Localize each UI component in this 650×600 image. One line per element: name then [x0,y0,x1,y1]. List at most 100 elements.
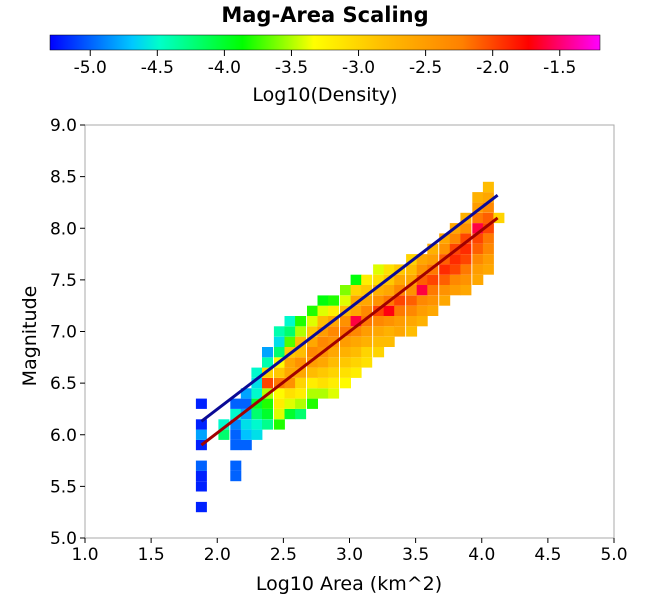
heatmap-cell [328,378,340,389]
heatmap-cell [482,181,494,193]
heatmap-cell [317,388,329,399]
colorbar-tick-label: -2.5 [409,58,442,78]
y-tick-label: 5.0 [50,529,77,549]
heatmap-cell [340,367,351,378]
heatmap-cell [350,326,362,337]
heatmap-cell [406,326,418,337]
colorbar-tick-label: -3.0 [342,58,375,78]
heatmap-cell [230,408,242,420]
heatmap-cell [307,326,318,337]
heatmap-cell [328,357,340,368]
heatmap-cell [295,408,307,420]
heatmap-cell [416,285,428,296]
y-axis-ticks: 5.0 5.5 6.0 6.5 7.0 7.5 8.0 8.5 9.0 [50,116,85,549]
heatmap-cell [340,295,351,306]
heatmap-cell [416,264,428,275]
colorbar-ticks: -5.0 -4.5 -4.0 -3.5 -3.0 -2.5 -2.0 -1.5 [74,50,576,78]
heatmap-cell [406,305,418,316]
heatmap-cell [340,336,351,347]
x-tick-label: 2.0 [204,545,231,565]
heatmap-cell [317,326,329,337]
heatmap-cell [427,274,439,285]
y-tick-label: 6.5 [50,374,77,394]
heatmap-cell [427,254,439,265]
x-tick-label: 3.0 [336,545,363,565]
heatmap-cell [273,398,285,409]
heatmap-cell [449,285,461,296]
heatmap-cell [273,388,285,399]
heatmap-cell [195,501,207,513]
heatmap-cell [307,305,318,316]
heatmap-cell [394,316,406,327]
heatmap-cell [317,295,329,306]
heatmap-cell [416,316,428,327]
heatmap-cell [472,192,484,203]
heatmap-cell [284,336,296,347]
heatmap-cell [350,357,362,368]
heatmap-cell [472,264,484,275]
heatmap-cell [317,316,329,327]
heatmap-cell [350,274,362,285]
y-tick-label: 7.5 [50,271,77,291]
heatmap-cell [262,357,273,368]
x-tick-label: 1.5 [138,545,165,565]
heatmap-cell [195,481,207,492]
heatmap-cell [416,254,428,265]
heatmap-cell [439,274,451,285]
heatmap-cell [295,357,307,368]
heatmap-cell [218,429,230,440]
heatmap-cell [472,233,484,244]
heatmap-cell [373,316,385,327]
heatmap-cell [394,295,406,306]
heatmap-cell [439,243,451,254]
heatmap-cell [295,378,307,389]
heatmap-cell [251,388,263,399]
heatmap-cell [394,274,406,285]
heatmap-cell [416,305,428,316]
heatmap-cell [307,336,318,347]
heatmap-cell [427,305,439,316]
heatmap-cell [406,285,418,296]
heatmap-cell [273,367,285,378]
heatmap-cell [383,264,395,275]
heatmap-cell [427,295,439,306]
heatmap-cell [482,192,494,203]
heatmap-cell [251,378,263,389]
heatmap-cell [350,285,362,296]
heatmap-cell [195,419,207,430]
heatmap-cell [482,254,494,265]
heatmap-cell [307,388,318,399]
heatmap-cell [472,274,484,285]
heatmap-cell [406,295,418,306]
heatmap-cell [350,305,362,316]
heatmap-cell [361,357,373,368]
y-tick-label: 9.0 [50,116,77,136]
heatmap-cell [307,357,318,368]
y-tick-label: 7.0 [50,323,77,343]
heatmap-cell [472,202,484,213]
heatmap-cell [416,274,428,285]
heatmap-cell [383,336,395,347]
heatmap-cell [427,243,439,254]
x-tick-label: 3.5 [402,545,429,565]
heatmap-cell [482,202,494,213]
heatmap-cell [295,336,307,347]
heatmap-cell [273,347,285,358]
heatmap-cell [383,316,395,327]
heatmap-cell [307,316,318,327]
heatmap-cell [406,264,418,275]
x-tick-label: 2.5 [270,545,297,565]
heatmap-cell [373,274,385,285]
colorbar [49,34,601,51]
heatmap-cell [262,419,273,430]
heatmap-cell [373,336,385,347]
heatmap-cell [195,460,207,471]
heatmap-cell [482,243,494,254]
heatmap-cell [328,367,340,378]
colorbar-label: Log10(Density) [252,84,397,106]
x-tick-label: 4.0 [468,545,495,565]
y-tick-label: 5.5 [50,477,77,497]
heatmap-cell [350,316,362,327]
heatmap-cell [340,285,351,296]
heatmap-cell [460,264,472,275]
